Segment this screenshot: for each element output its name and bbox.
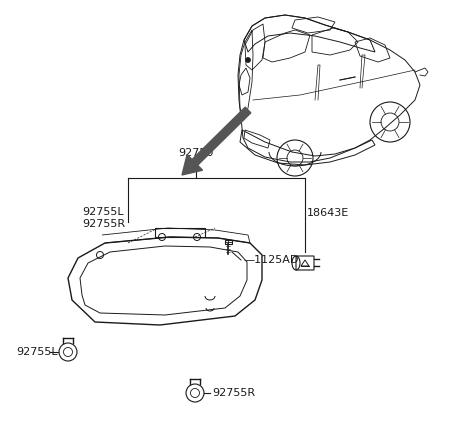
Text: 92755L: 92755L [16, 347, 58, 357]
Circle shape [246, 58, 250, 62]
Text: 92755L: 92755L [82, 207, 124, 217]
Text: 92750: 92750 [178, 148, 214, 158]
Text: —1125AD: —1125AD [243, 255, 298, 265]
Text: 18643E: 18643E [307, 208, 349, 218]
Text: 92755R: 92755R [212, 388, 255, 398]
FancyArrow shape [182, 107, 251, 175]
Text: 92755R: 92755R [82, 219, 125, 229]
